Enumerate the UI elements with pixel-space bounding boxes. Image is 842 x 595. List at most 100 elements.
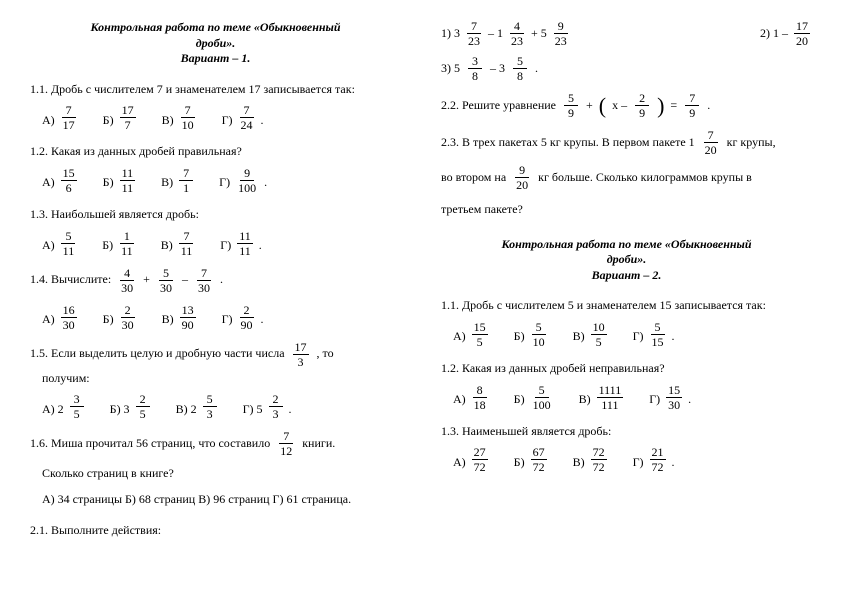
opt-a: А)156 [42,167,79,194]
den: 7 [121,118,135,131]
den: 5 [136,407,150,420]
q2-3-line1: 2.3. В трех пакетах 5 кг крупы. В первом… [441,129,812,156]
num: 3 [468,55,482,69]
q2-2-text: 2.2. Решите уравнение [441,95,556,117]
title-line-1: Контрольная работа по теме «Обыкновенный [90,20,340,34]
text: кг крупы, [727,132,776,154]
v2-q1-1: 1.1. Дробь с числителем 5 и знаменателем… [441,295,812,348]
opt-g: Г)1111. [220,230,262,257]
num: 7 [181,104,195,118]
fraction: 6772 [531,446,547,473]
num: 5 [564,92,578,106]
opt-g: Г)290. [222,304,264,331]
label-v: В) [162,110,174,132]
den: 11 [119,244,135,257]
label-g: Г) [222,110,233,132]
label-b: Б) [514,389,525,411]
den: 10 [531,335,547,348]
den: 6 [62,181,76,194]
paren-open-icon: ( [599,95,606,117]
v2-q1-3: 1.3. Наименьшей является дробь: А)2772 Б… [441,421,812,474]
q1-6-line2: Сколько страниц в книге? [30,463,401,485]
v2-q1-3-text: 1.3. Наименьшей является дробь: [441,424,611,438]
num: 2 [635,92,649,106]
label-v: В) [162,309,174,331]
den: 20 [703,143,719,156]
label-b: Б) [514,326,525,348]
den: 10 [180,118,196,131]
opt-a: А)717 [42,104,79,131]
num: 1111 [597,384,624,398]
text: 2.3. В трех пакетах 5 кг крупы. В первом… [441,132,695,154]
num: 5 [203,393,217,407]
label-g: Г) [633,452,644,474]
paren-close-icon: ) [657,95,664,117]
den: 23 [553,34,569,47]
den: 3 [294,355,308,368]
opt-v: В) 253 [176,393,219,420]
den: 17 [61,118,77,131]
text: 2) 1 – [760,23,788,45]
den: 72 [531,460,547,473]
opt-b: Б) 5100 [514,384,555,411]
title2-line-3: Вариант – 2. [592,268,662,282]
q1-3: 1.3. Наибольшей является дробь: А)511 Б)… [30,204,401,257]
fraction: 712 [278,430,294,457]
opt-g: Г)515. [633,321,675,348]
title2-line-1: Контрольная работа по теме «Обыкновенный [501,237,751,251]
fraction: 724 [239,104,255,131]
num: 27 [472,446,488,460]
q1-4-expr: 1.4. Вычислите: 430 + 530 – 730 . [30,267,401,294]
num: 9 [554,20,568,34]
den: 5 [473,335,487,348]
label-v: В) [161,235,173,257]
num: 17 [293,341,309,355]
num: 4 [510,20,524,34]
fraction: 423 [509,20,525,47]
den: 5 [592,335,606,348]
opt-b: Б)1111 [103,167,137,194]
text: 1) 3 [441,23,460,45]
label-a: А) [453,326,466,348]
period: . [220,269,223,291]
opt-a: А)818 [453,384,490,411]
fraction: 5100 [531,384,553,411]
den: 30 [196,281,212,294]
expr-2: 2) 1 – 1720 [760,20,812,47]
num: 2 [269,393,283,407]
fraction: 2172 [650,446,666,473]
den: 11 [237,244,253,257]
den: 11 [61,244,77,257]
den: 9 [564,106,578,119]
page-columns: Контрольная работа по теме «Обыкновенный… [30,20,812,552]
fraction: 79 [685,92,699,119]
den: 23 [509,34,525,47]
plus-sign: + [143,269,150,291]
text: + 5 [531,23,547,45]
label-g: Г) [633,326,644,348]
label-v: В) [573,452,585,474]
den: 3 [203,407,217,420]
fraction: 7272 [591,446,607,473]
den: 72 [650,460,666,473]
den: 90 [180,318,196,331]
num: 7 [685,92,699,106]
fraction: 71 [179,167,193,194]
q2-1: 2.1. Выполните действия: [30,520,401,542]
label-b: Б) 3 [110,399,130,421]
den: 24 [239,118,255,131]
opt-b: Б)510 [514,321,549,348]
den: 72 [591,460,607,473]
period: . [264,172,267,194]
den: 11 [179,244,195,257]
title-line-3: Вариант – 1. [181,51,251,65]
fraction: 111 [119,230,135,257]
opt-b: Б) 325 [110,393,152,420]
fraction: 920 [514,164,530,191]
opt-a: А)2772 [453,446,490,473]
equals-sign: = [670,95,677,117]
label-v: В) [579,389,591,411]
fraction: 730 [196,267,212,294]
fraction: 723 [466,20,482,47]
opt-v: В)1390 [162,304,198,331]
